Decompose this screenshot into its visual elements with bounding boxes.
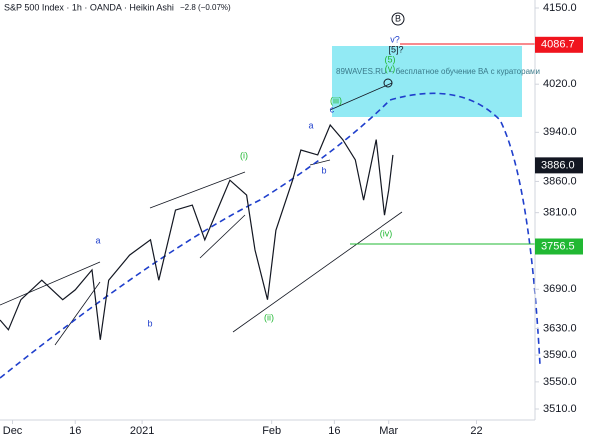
wave-circle bbox=[391, 12, 405, 26]
price-tag bbox=[535, 36, 583, 53]
target-zone bbox=[332, 46, 522, 117]
price-tag bbox=[535, 238, 583, 255]
y-tick-label: 3940.0 bbox=[543, 126, 577, 138]
x-tick-label: 22 bbox=[470, 425, 482, 437]
trendlines bbox=[0, 82, 403, 346]
y-tick-label: 4150.0 bbox=[543, 2, 577, 14]
x-tick-label: 16 bbox=[69, 425, 81, 437]
y-tick-label: 3810.0 bbox=[543, 207, 577, 219]
price-tag-label: 3756.5 bbox=[541, 240, 575, 252]
x-tick-label: 16 bbox=[328, 425, 340, 437]
projection bbox=[0, 92, 541, 379]
y-tick-label: 3590.0 bbox=[543, 349, 577, 361]
price-tag-label: 3886.0 bbox=[541, 159, 575, 171]
wave-label: (ii) bbox=[264, 312, 274, 322]
wave-label: a bbox=[95, 235, 100, 245]
x-tick-label: Dec bbox=[3, 425, 23, 437]
x-tick-label: 2021 bbox=[130, 425, 154, 437]
y-tick-label: 3630.0 bbox=[543, 322, 577, 334]
y-tick-label: 3510.0 bbox=[543, 403, 577, 415]
x-tick-label: Feb bbox=[262, 425, 281, 437]
wave-label: c bbox=[330, 104, 335, 114]
wave-label: (i) bbox=[240, 150, 248, 160]
subtitle: −2.8 (−0.07%) bbox=[180, 3, 231, 12]
wave-label: B bbox=[395, 13, 401, 23]
y-tick-label: 3860.0 bbox=[543, 175, 577, 187]
watermark: 89WAVES.RU – бесплатное обучение ВА с ку… bbox=[336, 67, 540, 76]
price-line bbox=[0, 123, 394, 340]
wave-label: b bbox=[147, 318, 152, 328]
title: S&P 500 Index · 1h · OANDA · Heikin Ashi bbox=[4, 2, 174, 12]
wave-circle bbox=[383, 78, 393, 88]
wave-label: b bbox=[321, 165, 326, 175]
wave-label: v? bbox=[390, 34, 400, 44]
price-tag bbox=[535, 157, 583, 174]
x-tick-label: Mar bbox=[379, 425, 398, 437]
y-tick-label: 3690.0 bbox=[543, 283, 577, 295]
y-tick-label: 3550.0 bbox=[543, 376, 577, 388]
wave-label: (v) bbox=[385, 63, 396, 73]
wave-label: (iv) bbox=[380, 228, 393, 238]
price-tag-label: 4086.7 bbox=[541, 39, 575, 51]
y-tick-label: 4020.0 bbox=[543, 78, 577, 90]
wave-label: a bbox=[308, 120, 313, 130]
wave-label: [5]? bbox=[388, 44, 403, 54]
wave-label: (iii) bbox=[330, 95, 342, 105]
wave-label: (5) bbox=[385, 54, 396, 64]
